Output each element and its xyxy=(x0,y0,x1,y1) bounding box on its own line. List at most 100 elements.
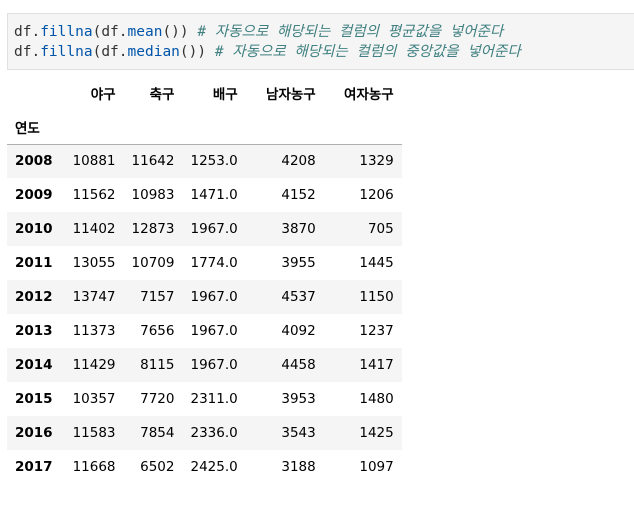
table-cell: 705 xyxy=(367,221,394,237)
table-cell: 10709 xyxy=(131,255,175,271)
table-cell: 1445 xyxy=(359,255,394,271)
code-token-method: fillna xyxy=(40,44,93,60)
column-header-row: 야구 축구 배구 남자농구 여자농구 xyxy=(7,76,402,110)
row-index: 2008 xyxy=(15,153,53,170)
table-row: 2016 11583 7854 2336.0 3543 1425 xyxy=(7,416,402,450)
table-cell: 7157 xyxy=(140,289,175,305)
table-cell: 4152 xyxy=(281,187,316,203)
table-cell: 4092 xyxy=(281,323,316,339)
table-cell: 8115 xyxy=(140,357,175,373)
table-cell: 1097 xyxy=(359,459,394,475)
header-corner xyxy=(7,76,65,110)
empty-header-cell xyxy=(65,110,124,144)
table-cell: 11642 xyxy=(131,153,175,170)
empty-header-cell xyxy=(324,110,402,144)
table-cell: 12873 xyxy=(131,221,175,237)
code-token-arg-method: median xyxy=(127,44,180,60)
table-row: 2014 11429 8115 1967.0 4458 1417 xyxy=(7,348,402,382)
table-cell: 7656 xyxy=(140,323,175,339)
code-token-arg-method: mean xyxy=(127,24,163,40)
table-cell: 1329 xyxy=(359,153,394,170)
empty-header-cell xyxy=(124,110,183,144)
table-row: 2012 13747 7157 1967.0 4537 1150 xyxy=(7,280,402,314)
table-body: 2008 10881 11642 1253.0 4208 1329 2009 1… xyxy=(7,144,402,484)
table-cell: 1967.0 xyxy=(190,357,238,373)
empty-header-cell xyxy=(246,110,324,144)
table-row: 2015 10357 7720 2311.0 3953 1480 xyxy=(7,382,402,416)
table-cell: 2425.0 xyxy=(190,459,238,475)
code-comment: # 자동으로 해당되는 컬럼의 평균값을 넣어준다 xyxy=(197,24,504,40)
table-row: 2017 11668 6502 2425.0 3188 1097 xyxy=(7,450,402,484)
table-cell: 1967.0 xyxy=(190,221,238,237)
table-cell: 11583 xyxy=(72,425,116,441)
table-cell: 3870 xyxy=(281,221,316,237)
table-cell: 1150 xyxy=(359,289,394,305)
column-header: 남자농구 xyxy=(266,87,316,103)
table-cell: 1774.0 xyxy=(190,255,238,271)
table-row: 2011 13055 10709 1774.0 3955 1445 xyxy=(7,246,402,280)
row-index: 2013 xyxy=(15,323,53,339)
column-header: 여자농구 xyxy=(344,87,394,103)
column-header: 축구 xyxy=(149,87,175,103)
table-cell: 10881 xyxy=(72,153,116,170)
table-cell: 1425 xyxy=(359,425,394,441)
table-cell: 10983 xyxy=(131,187,175,203)
code-comment: # 자동으로 해당되는 컬럼의 중앙값을 넣어준다 xyxy=(214,44,521,60)
table-cell: 2336.0 xyxy=(190,425,238,441)
index-name-row: 연도 xyxy=(7,110,402,144)
table-cell: 2311.0 xyxy=(190,391,238,407)
table-row: 2008 10881 11642 1253.0 4208 1329 xyxy=(7,144,402,178)
table-row: 2010 11402 12873 1967.0 3870 705 xyxy=(7,212,402,246)
table-cell: 3188 xyxy=(281,459,316,475)
empty-header-cell xyxy=(182,110,245,144)
row-index: 2015 xyxy=(15,391,53,407)
code-cell[interactable]: df.fillna(df.mean()) # 자동으로 해당되는 컬럼의 평균값… xyxy=(7,13,634,70)
table-cell: 11373 xyxy=(72,323,116,339)
table-cell: 1417 xyxy=(359,357,394,373)
row-index: 2009 xyxy=(15,187,53,203)
row-index: 2014 xyxy=(15,357,53,373)
table-cell: 13055 xyxy=(72,255,116,271)
table-row: 2013 11373 7656 1967.0 4092 1237 xyxy=(7,314,402,348)
table-cell: 7854 xyxy=(140,425,175,441)
table-row: 2009 11562 10983 1471.0 4152 1206 xyxy=(7,178,402,212)
column-header: 야구 xyxy=(90,87,116,103)
code-token-arg-obj: df xyxy=(101,24,119,40)
table-cell: 3953 xyxy=(281,391,316,407)
row-index: 2017 xyxy=(15,459,53,475)
code-line-2: df.fillna(df.median()) # 자동으로 해당되는 컬럼의 중… xyxy=(14,44,521,60)
table-cell: 1471.0 xyxy=(190,187,238,203)
table-cell: 4458 xyxy=(281,357,316,373)
column-header: 배구 xyxy=(212,87,238,103)
table-cell: 6502 xyxy=(140,459,175,475)
code-token-obj: df xyxy=(14,24,32,40)
row-index: 2010 xyxy=(15,221,53,237)
table-cell: 11562 xyxy=(72,187,116,203)
table-cell: 1253.0 xyxy=(190,153,238,170)
code-token-obj: df xyxy=(14,44,32,60)
table-cell: 1967.0 xyxy=(190,289,238,305)
code-token-arg-obj: df xyxy=(101,44,119,60)
table-cell: 10357 xyxy=(72,391,116,407)
code-line-1: df.fillna(df.mean()) # 자동으로 해당되는 컬럼의 평균값… xyxy=(14,24,504,40)
row-index: 2011 xyxy=(15,255,53,271)
table-cell: 11429 xyxy=(72,357,116,373)
dataframe-table: 야구 축구 배구 남자농구 여자농구 연도 2008 10881 11642 1… xyxy=(7,76,402,484)
table-cell: 7720 xyxy=(140,391,175,407)
code-token-method: fillna xyxy=(40,24,93,40)
row-index: 2016 xyxy=(15,425,53,441)
table-cell: 11668 xyxy=(72,459,116,475)
row-index: 2012 xyxy=(15,289,53,305)
table-cell: 3543 xyxy=(281,425,316,441)
table-cell: 1480 xyxy=(359,391,394,407)
table-header: 야구 축구 배구 남자농구 여자농구 연도 xyxy=(7,76,402,144)
index-name: 연도 xyxy=(15,120,40,137)
table-cell: 13747 xyxy=(72,289,116,305)
table-cell: 4537 xyxy=(281,289,316,305)
table-cell: 1967.0 xyxy=(190,323,238,339)
table-cell: 1237 xyxy=(359,323,394,339)
table-cell: 3955 xyxy=(281,255,316,271)
table-cell: 4208 xyxy=(281,153,316,170)
table-cell: 1206 xyxy=(359,187,394,203)
table-cell: 11402 xyxy=(72,221,116,237)
